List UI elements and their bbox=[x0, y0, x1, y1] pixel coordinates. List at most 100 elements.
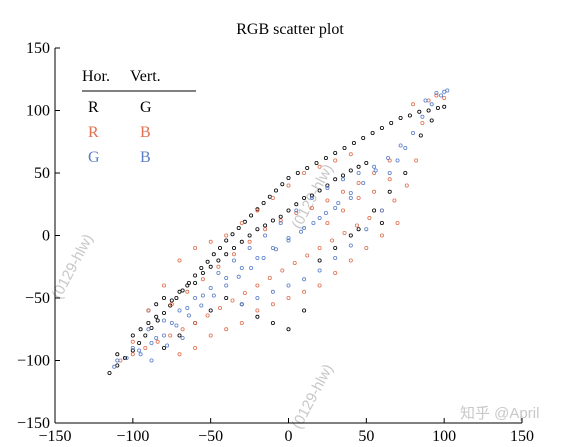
data-point bbox=[249, 265, 254, 270]
data-point bbox=[115, 352, 120, 357]
data-point bbox=[442, 104, 447, 109]
points-layer bbox=[107, 88, 450, 375]
data-point bbox=[372, 208, 377, 213]
data-point bbox=[161, 310, 166, 315]
data-point bbox=[211, 252, 216, 257]
data-point bbox=[154, 335, 159, 340]
data-point bbox=[224, 233, 229, 238]
data-point bbox=[208, 333, 213, 338]
legend-header-vert: Vert. bbox=[130, 68, 161, 85]
data-point bbox=[138, 327, 143, 332]
y-tick-label: 100 bbox=[26, 103, 50, 120]
data-point bbox=[302, 170, 307, 175]
legend-header-hor: Hor. bbox=[82, 68, 110, 85]
data-point bbox=[286, 295, 291, 300]
legend-row-2-vert: B bbox=[140, 124, 151, 141]
data-point bbox=[439, 93, 444, 98]
series-2 bbox=[118, 93, 447, 363]
data-point bbox=[236, 274, 241, 279]
data-point bbox=[333, 255, 338, 260]
data-point bbox=[137, 348, 142, 353]
data-point bbox=[143, 345, 148, 350]
data-point bbox=[348, 168, 353, 173]
data-point bbox=[302, 308, 307, 313]
data-point bbox=[273, 188, 278, 193]
data-point bbox=[392, 198, 397, 203]
data-point bbox=[333, 245, 338, 250]
data-point bbox=[146, 308, 151, 313]
data-point bbox=[351, 140, 356, 145]
data-point bbox=[309, 195, 314, 200]
data-point bbox=[342, 230, 347, 235]
data-point bbox=[410, 130, 415, 135]
data-point bbox=[317, 215, 322, 220]
data-point bbox=[278, 220, 283, 225]
x-tick-label: −100 bbox=[116, 428, 149, 445]
data-point bbox=[169, 298, 174, 303]
data-point bbox=[217, 245, 222, 250]
data-point bbox=[286, 327, 291, 332]
data-point bbox=[442, 89, 447, 94]
data-point bbox=[403, 170, 408, 175]
data-point bbox=[270, 302, 275, 307]
data-point bbox=[336, 200, 341, 205]
data-point bbox=[177, 333, 182, 338]
x-tick-label: −50 bbox=[198, 428, 223, 445]
axes-layer bbox=[54, 48, 522, 424]
data-point bbox=[333, 150, 338, 155]
data-point bbox=[317, 283, 322, 288]
legend-row-1-hor: R bbox=[88, 99, 99, 116]
data-point bbox=[231, 258, 236, 263]
data-point bbox=[180, 327, 185, 332]
data-point bbox=[224, 275, 229, 280]
data-point bbox=[261, 200, 266, 205]
data-point bbox=[314, 160, 319, 165]
data-point bbox=[286, 238, 291, 243]
data-point bbox=[309, 205, 314, 210]
data-point bbox=[255, 283, 260, 288]
data-point bbox=[255, 308, 260, 313]
data-point bbox=[216, 264, 221, 269]
data-point bbox=[161, 283, 166, 288]
data-point bbox=[389, 121, 394, 126]
y-tick-label: −50 bbox=[25, 290, 50, 307]
data-point bbox=[255, 208, 260, 213]
data-point bbox=[330, 238, 335, 243]
data-point bbox=[387, 189, 392, 194]
ticks-layer: −150 −100 −50 0 50 100 150 −150 −100 −50 0 50 100 150 bbox=[17, 40, 534, 445]
data-point bbox=[298, 229, 303, 234]
data-point bbox=[205, 313, 210, 318]
data-point bbox=[177, 352, 182, 357]
data-point bbox=[242, 290, 247, 295]
data-point bbox=[429, 118, 434, 123]
data-point bbox=[199, 303, 204, 308]
data-point bbox=[199, 265, 204, 270]
data-point bbox=[302, 277, 307, 282]
data-point bbox=[325, 198, 330, 203]
data-point bbox=[177, 308, 182, 313]
data-point bbox=[356, 180, 361, 185]
data-point bbox=[193, 320, 198, 325]
data-point bbox=[420, 114, 425, 119]
watermark-text: 知乎 @April bbox=[460, 405, 539, 422]
data-point bbox=[137, 340, 142, 345]
data-point bbox=[255, 227, 260, 232]
data-point bbox=[149, 358, 154, 363]
data-point bbox=[193, 345, 198, 350]
data-point bbox=[305, 253, 310, 258]
data-point bbox=[263, 233, 268, 238]
data-point bbox=[302, 225, 307, 230]
data-point bbox=[165, 343, 170, 348]
data-point bbox=[364, 227, 369, 232]
data-point bbox=[442, 96, 447, 101]
data-point bbox=[155, 318, 160, 323]
chart-title: RGB scatter plot bbox=[236, 21, 344, 38]
data-point bbox=[356, 195, 361, 200]
data-point bbox=[418, 133, 423, 138]
data-point bbox=[294, 210, 299, 215]
data-point bbox=[387, 170, 392, 175]
data-point bbox=[280, 182, 285, 187]
data-point bbox=[333, 158, 338, 163]
data-point bbox=[302, 289, 307, 294]
data-point bbox=[340, 208, 345, 213]
